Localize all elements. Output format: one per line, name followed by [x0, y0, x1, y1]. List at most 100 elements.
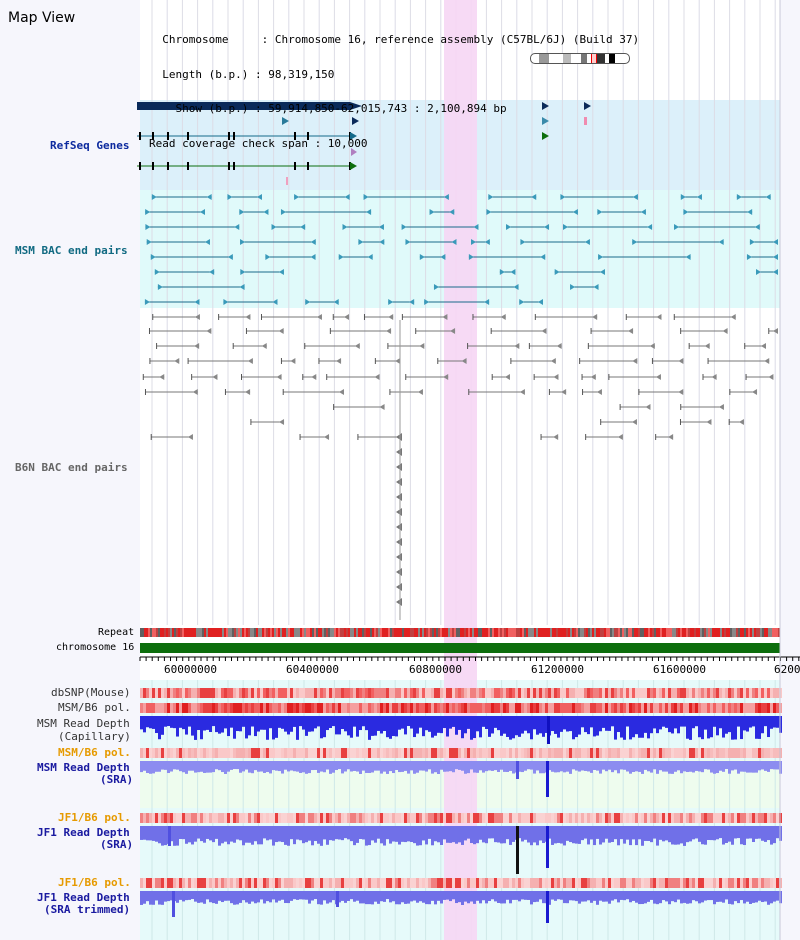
read-depth-bar — [389, 826, 392, 844]
pol-segment — [740, 813, 743, 823]
track-label-b6n-bac[interactable]: B6N BAC end pairs — [15, 461, 128, 474]
read-depth-bar — [425, 891, 428, 905]
repeat-segment — [446, 628, 448, 637]
repeat-segment — [526, 628, 528, 637]
track-label-chromosome[interactable]: chromosome 16 — [56, 642, 135, 653]
pol-segment — [602, 688, 605, 698]
pol-segment — [749, 748, 752, 758]
read-depth-bar — [629, 716, 632, 740]
pol-segment — [188, 878, 191, 888]
pol-segment — [626, 813, 629, 823]
bac-end-marker — [471, 239, 477, 245]
track-label-jf1-b6-pol-1[interactable]: JF1/B6 pol. — [58, 811, 131, 824]
gene-arrow — [350, 162, 357, 170]
repeat-segment — [496, 628, 498, 637]
read-depth-bar — [512, 761, 515, 774]
read-depth-bar — [485, 891, 488, 904]
track-label-refseq[interactable]: RefSeq Genes — [50, 139, 130, 152]
pol-segment — [776, 703, 779, 713]
read-depth-bar — [407, 716, 410, 727]
read-depth-bar — [632, 826, 635, 840]
read-depth-bar — [296, 716, 299, 740]
read-depth-bar — [491, 716, 494, 734]
read-depth-bar — [590, 826, 593, 840]
read-depth-bar — [362, 716, 365, 727]
read-depth-bar — [776, 761, 779, 770]
read-depth-bar — [290, 761, 293, 771]
pol-segment — [230, 703, 233, 713]
pol-segment — [764, 703, 767, 713]
pol-segment — [569, 878, 572, 888]
bac-end-marker — [442, 314, 448, 320]
pol-segment — [533, 878, 536, 888]
pol-segment — [467, 703, 470, 713]
read-depth-bar — [572, 716, 575, 740]
read-depth-bar — [611, 891, 614, 901]
track-label-jf1-read-depth-trim[interactable]: JF1 Read Depth — [37, 891, 130, 904]
pol-segment — [743, 688, 746, 698]
read-depth-bar — [374, 716, 377, 736]
repeat-segment — [670, 628, 672, 637]
pol-segment — [260, 703, 263, 713]
pol-segment — [770, 813, 773, 823]
pol-segment — [146, 878, 149, 888]
pol-segment — [428, 878, 431, 888]
read-depth-bar — [713, 891, 716, 905]
pol-segment — [251, 878, 254, 888]
read-depth-bar — [563, 761, 566, 773]
repeat-segment — [368, 628, 370, 637]
pol-segment — [311, 688, 314, 698]
read-depth-bar — [521, 891, 524, 900]
pol-segment — [260, 748, 263, 758]
repeat-segment — [388, 628, 390, 637]
track-label-msm-b6-pol-2[interactable]: MSM/B6 pol. — [58, 746, 131, 759]
read-depth-bar — [515, 891, 518, 900]
read-depth-bar — [368, 761, 371, 774]
read-depth-bar — [236, 891, 239, 905]
repeat-segment — [602, 628, 604, 637]
repeat-segment — [322, 628, 324, 637]
pol-segment — [314, 813, 317, 823]
read-depth-spike — [546, 826, 549, 868]
read-depth-bar — [281, 891, 284, 900]
track-label-jf1-b6-pol-2[interactable]: JF1/B6 pol. — [58, 876, 131, 889]
bac-end-marker — [590, 374, 596, 380]
pol-segment — [599, 688, 602, 698]
pol-segment — [203, 748, 206, 758]
repeat-segment — [444, 628, 446, 637]
read-depth-bar — [293, 716, 296, 727]
pol-segment — [374, 703, 377, 713]
bac-end-marker — [239, 284, 245, 290]
pol-segment — [740, 748, 743, 758]
track-label-msm-read-depth-sra[interactable]: MSM Read Depth — [37, 761, 130, 774]
read-depth-bar — [752, 761, 755, 773]
pol-segment — [581, 703, 584, 713]
repeat-segment — [664, 628, 666, 637]
track-label-msm-read-depth-cap[interactable]: MSM Read Depth — [37, 717, 130, 730]
chromosome-ideogram[interactable] — [530, 53, 630, 64]
repeat-segment — [434, 628, 436, 637]
read-depth-bar — [563, 826, 566, 846]
track-label-repeat[interactable]: Repeat — [98, 627, 135, 638]
track-label-dbsnp[interactable]: dbSNP(Mouse) — [51, 686, 131, 699]
pol-segment — [479, 748, 482, 758]
track-label-msm-bac[interactable]: MSM BAC end pairs — [15, 244, 128, 257]
pol-segment — [512, 748, 515, 758]
pol-segment — [527, 878, 530, 888]
read-depth-bar — [305, 826, 308, 843]
pol-segment — [284, 703, 287, 713]
pol-segment — [578, 748, 581, 758]
track-label-jf1-read-depth-sra[interactable]: JF1 Read Depth — [37, 826, 130, 839]
pol-segment — [302, 688, 305, 698]
repeat-segment — [604, 628, 606, 637]
pol-segment — [482, 813, 485, 823]
repeat-segment — [300, 628, 302, 637]
track-label-msm-b6-pol-1[interactable]: MSM/B6 pol. — [58, 701, 131, 714]
pol-segment — [695, 688, 698, 698]
bac-end-marker — [342, 224, 348, 230]
pol-segment — [755, 703, 758, 713]
repeat-segment — [154, 628, 156, 637]
pol-segment — [296, 703, 299, 713]
pol-segment — [626, 703, 629, 713]
